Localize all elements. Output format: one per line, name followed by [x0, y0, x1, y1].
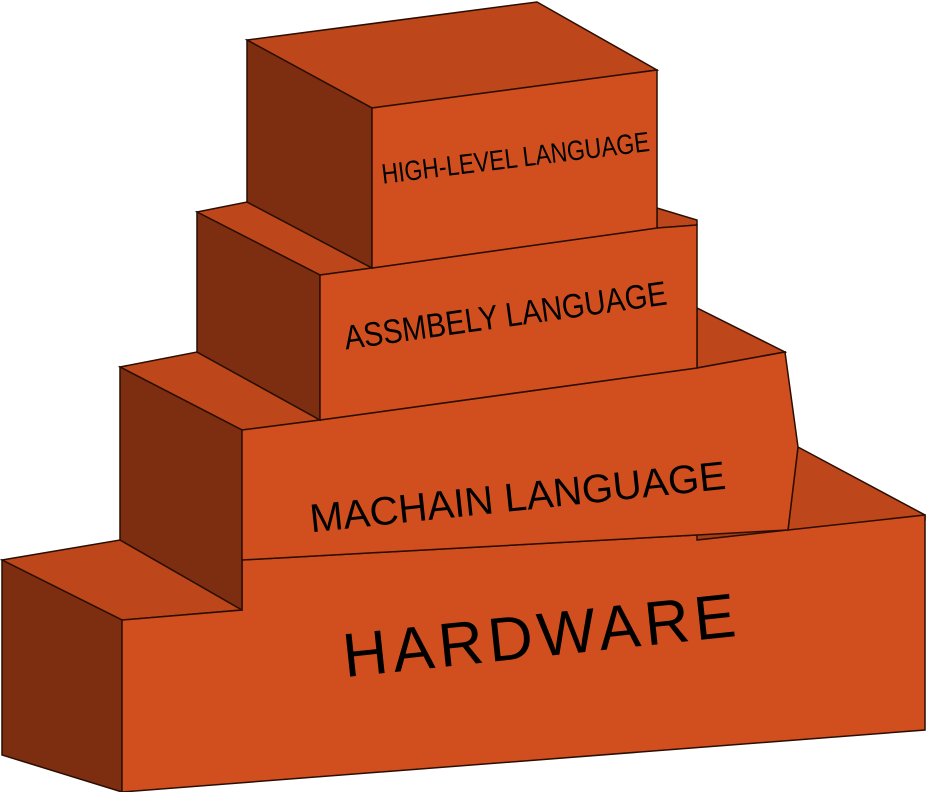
- block-hardware: [0, 445, 926, 792]
- block-machine-side: [119, 365, 243, 612]
- block-high-level: [244, 1, 660, 270]
- block-hardware-side: [1, 558, 123, 792]
- block-machine: [117, 306, 799, 612]
- block-high-level-front: [371, 69, 658, 269]
